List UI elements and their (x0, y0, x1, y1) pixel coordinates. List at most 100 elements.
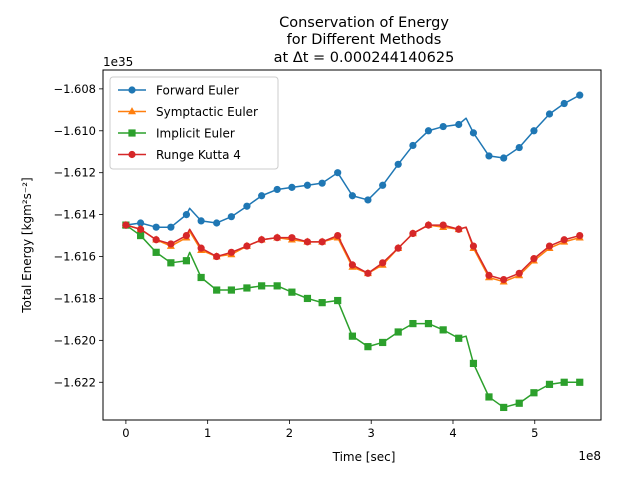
x-tick-label: 1 (204, 426, 211, 440)
data-point (227, 213, 235, 221)
chart-title: Conservation of Energy for Different Met… (274, 15, 455, 66)
legend-label: Forward Euler (156, 84, 239, 98)
data-point (197, 273, 205, 282)
series-line-implicit-euler (125, 224, 580, 409)
y-tick-label: −1.622 (53, 375, 96, 389)
legend-label: Symptactic Euler (156, 105, 258, 119)
data-point (545, 380, 554, 388)
data-point (197, 244, 205, 252)
data-point (394, 328, 402, 336)
data-point (409, 141, 417, 150)
data-point (137, 219, 145, 227)
data-point (439, 122, 447, 131)
data-point (137, 225, 145, 233)
data-point (500, 275, 508, 284)
data-point (500, 154, 508, 162)
data-point (288, 288, 296, 296)
y-tick-label: −1.614 (53, 208, 96, 222)
data-point (152, 236, 160, 244)
data-point (576, 378, 584, 386)
data-point (515, 143, 523, 152)
chart-title-line-3: at Δt = 0.000244140625 (274, 50, 455, 66)
data-point (182, 231, 191, 240)
data-point (576, 231, 584, 240)
data-point (273, 234, 281, 242)
data-point (334, 231, 342, 240)
data-point (167, 240, 175, 248)
data-point (364, 343, 372, 351)
data-point (379, 338, 387, 347)
x-tick-label: 5 (531, 426, 538, 440)
chart-title-line-1: Conservation of Energy (279, 15, 449, 31)
y-tick-label: −1.608 (53, 82, 96, 96)
data-point (288, 183, 296, 191)
data-point (318, 179, 326, 187)
legend-marker (128, 129, 136, 137)
data-point (530, 255, 538, 263)
legend-box (109, 76, 279, 170)
legend-label: Implicit Euler (156, 127, 235, 141)
x-tick-label: 0 (122, 426, 129, 440)
data-point (424, 319, 433, 328)
data-point (258, 192, 266, 200)
series-forward-euler (122, 91, 584, 231)
data-point (469, 242, 478, 250)
y-tick-label: −1.618 (53, 291, 96, 305)
data-point (379, 181, 387, 189)
series-line-symptactic-euler (125, 224, 580, 283)
data-point (379, 259, 387, 267)
data-point (560, 378, 568, 386)
data-point (288, 234, 296, 242)
data-point (530, 127, 538, 135)
data-point (273, 185, 281, 194)
data-point (439, 221, 447, 229)
data-point (500, 403, 508, 412)
ticks-layer: 0 1 2 3 4 5 −1.608 −1.610 −1.612 −1.614 −1.616 −1.6… (53, 82, 538, 440)
data-point (243, 202, 251, 210)
data-point (318, 299, 326, 307)
y-tick-label: −1.620 (53, 333, 96, 347)
legend-item: Symptactic Euler (118, 105, 258, 119)
data-point (227, 248, 235, 256)
data-point (409, 319, 417, 328)
series-implicit-euler (122, 221, 584, 412)
data-point (273, 282, 281, 290)
x-axis-label: Time [sec] (332, 450, 396, 464)
data-point (258, 236, 266, 244)
data-point (167, 259, 175, 267)
data-point (424, 221, 433, 229)
legend-item: Implicit Euler (118, 127, 235, 141)
data-point (515, 399, 523, 407)
data-point (213, 252, 221, 261)
axes-frame (102, 69, 602, 421)
data-point (545, 242, 554, 250)
data-point (560, 99, 568, 108)
data-point (364, 196, 372, 204)
legend-marker (128, 150, 136, 159)
legend: Forward Euler Symptactic Euler Implicit Eu… (109, 76, 279, 170)
data-point (348, 261, 357, 269)
legend-marker (128, 107, 136, 115)
data-point (334, 296, 342, 305)
data-point (243, 284, 251, 292)
legend-item: Runge Kutta 4 (118, 148, 241, 162)
data-point (485, 393, 493, 401)
y-tick-label: −1.610 (53, 124, 96, 138)
data-point (182, 257, 191, 265)
data-point (394, 160, 402, 168)
data-point (515, 269, 523, 277)
series-runge-kutta-4 (122, 221, 584, 284)
data-point (167, 223, 175, 231)
x-tick-label: 2 (286, 426, 293, 440)
data-point (455, 120, 463, 129)
data-point (348, 192, 357, 200)
data-point (424, 127, 433, 135)
data-point (485, 152, 493, 160)
y-axis-label: Total Energy [kgm²s⁻²] (20, 177, 34, 314)
y-tick-label: −1.616 (53, 250, 96, 264)
data-point (227, 286, 235, 294)
data-point (364, 269, 372, 277)
data-point (560, 236, 568, 244)
data-point (137, 231, 145, 240)
